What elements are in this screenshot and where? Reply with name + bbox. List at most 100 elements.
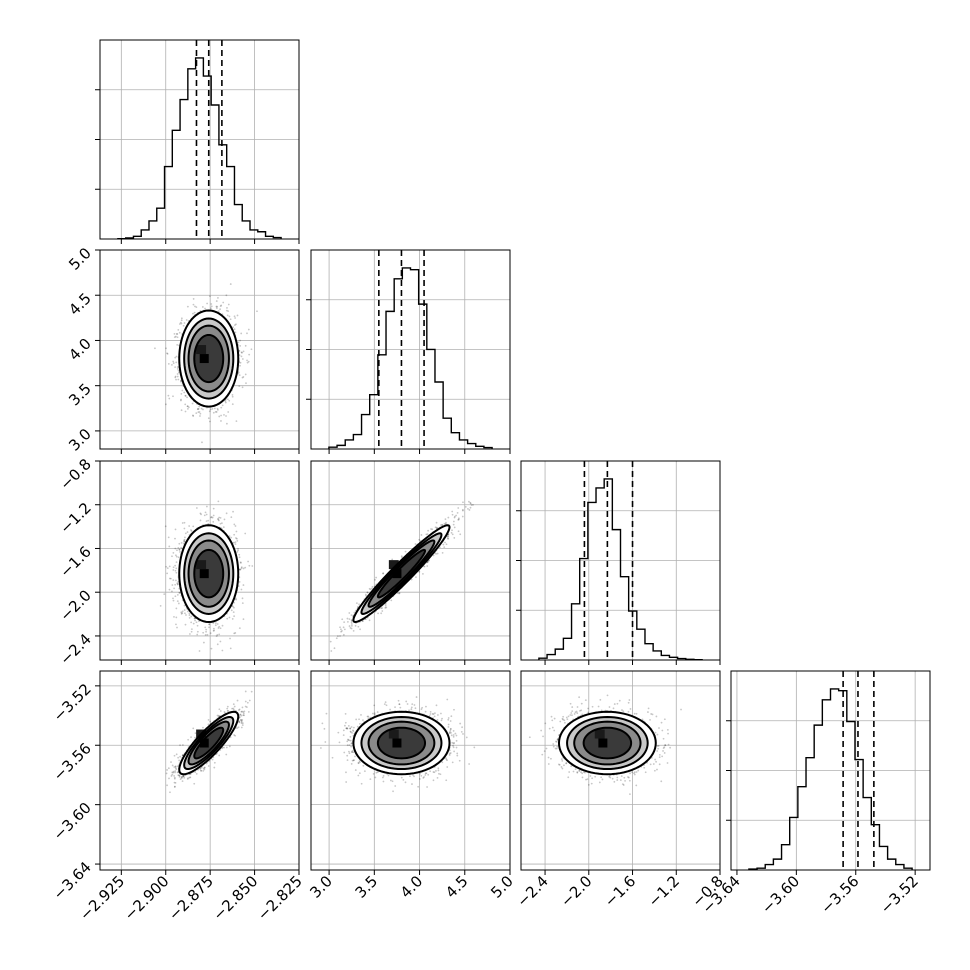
scatter-point — [410, 578, 413, 581]
scatter-point — [406, 703, 409, 705]
scatter-point — [349, 727, 352, 730]
scatter-point — [174, 366, 177, 369]
scatter-point — [238, 385, 241, 388]
scatter-point — [447, 723, 450, 726]
scatter-point — [448, 731, 451, 734]
scatter-point — [178, 323, 181, 325]
scatter-point — [183, 539, 185, 542]
scatter-point — [168, 777, 170, 780]
scatter-point — [242, 350, 245, 353]
scatter-point — [357, 774, 360, 777]
scatter-point — [599, 698, 602, 701]
scatter-point — [172, 360, 175, 363]
scatter-point — [584, 771, 586, 774]
scatter-point — [227, 710, 230, 712]
x-tick-label: 4.5 — [442, 872, 472, 902]
density-shade-4 — [377, 549, 426, 598]
scatter-point — [553, 729, 556, 732]
scatter-point — [424, 710, 427, 713]
scatter-point — [408, 709, 410, 712]
scatter-point — [167, 536, 170, 539]
scatter-point — [452, 730, 455, 732]
scatter-point — [346, 759, 349, 762]
scatter-point — [587, 711, 590, 714]
scatter-point — [412, 774, 414, 776]
scatter-point — [204, 307, 206, 310]
scatter-point — [391, 780, 394, 783]
density-peak — [388, 560, 399, 570]
scatter-point — [441, 551, 444, 554]
scatter-point — [171, 555, 173, 558]
scatter-point — [382, 572, 385, 575]
scatter-point — [233, 328, 236, 331]
scatter-point — [192, 622, 195, 625]
scatter-point — [351, 731, 353, 734]
scatter-point — [182, 324, 185, 327]
scatter-point — [224, 400, 227, 403]
scatter-point — [353, 759, 355, 762]
scatter-point — [435, 704, 438, 707]
y-tick-label: −3.64 — [50, 858, 95, 903]
scatter-point — [419, 772, 422, 775]
scatter-point — [217, 627, 220, 629]
scatter-point — [232, 605, 234, 608]
scatter-point — [633, 772, 635, 775]
scatter-point — [410, 706, 413, 709]
scatter-point — [435, 521, 438, 524]
scatter-point — [565, 716, 568, 719]
scatter-point — [420, 708, 423, 711]
scatter-point — [199, 519, 202, 522]
scatter-point — [181, 610, 184, 613]
scatter-point — [240, 567, 243, 570]
scatter-point — [256, 310, 258, 313]
scatter-point — [221, 624, 224, 627]
scatter-point — [373, 704, 376, 707]
scatter-point — [629, 708, 632, 710]
scatter-point — [600, 709, 603, 712]
scatter-point — [241, 386, 244, 389]
scatter-point — [333, 647, 336, 650]
scatter-point — [345, 781, 348, 783]
scatter-point — [447, 516, 450, 519]
scatter-point — [180, 776, 183, 778]
scatter-point — [238, 716, 241, 719]
scatter-point — [556, 738, 559, 740]
histogram-2 — [328, 267, 493, 449]
scatter-point — [446, 759, 448, 762]
scatter-point — [240, 714, 243, 717]
scatter-point — [180, 542, 183, 544]
histogram-4 — [748, 688, 913, 870]
scatter-point — [627, 710, 630, 713]
scatter-point — [202, 769, 205, 772]
scatter-point — [193, 311, 196, 314]
scatter-point — [212, 514, 215, 517]
scatter-point — [195, 306, 198, 309]
scatter-point — [173, 785, 176, 788]
scatter-point — [571, 710, 574, 713]
scatter-point — [581, 776, 584, 779]
scatter-point — [426, 565, 429, 567]
scatter-point — [182, 775, 185, 777]
scatter-point — [213, 761, 216, 764]
scatter-point — [241, 602, 244, 605]
scatter-point — [171, 773, 174, 776]
contour-4 — [178, 710, 240, 776]
scatter-point — [177, 756, 180, 759]
scatter-point — [176, 593, 179, 596]
scatter-point — [547, 756, 550, 759]
scatter-point — [578, 769, 581, 772]
scatter-point — [438, 772, 440, 775]
scatter-point — [173, 615, 175, 618]
scatter-point — [325, 712, 328, 715]
scatter-point — [445, 543, 448, 546]
scatter-point — [544, 722, 547, 725]
scatter-point — [656, 745, 659, 747]
scatter-point — [217, 519, 220, 522]
density-peak — [598, 738, 608, 748]
scatter-point — [174, 771, 176, 774]
scatter-point — [458, 759, 461, 762]
scatter-point — [351, 751, 354, 754]
density-peak — [388, 729, 399, 739]
scatter-point — [183, 776, 186, 779]
scatter-point — [447, 717, 450, 719]
